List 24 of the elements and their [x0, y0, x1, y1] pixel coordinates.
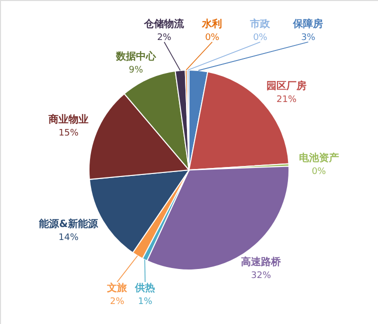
slice-label: 水利	[201, 18, 222, 30]
slice-label: 保障房	[292, 18, 324, 30]
slice-label: 数据中心	[114, 50, 157, 62]
slice-label: 园区厂房	[266, 80, 307, 92]
data-label: 2%	[110, 297, 125, 307]
slice-label: 商业物业	[48, 114, 89, 126]
data-label: 9%	[128, 65, 144, 76]
data-label: 2%	[157, 33, 172, 43]
slice-label: 能源&新能源	[39, 218, 99, 230]
data-label: 32%	[251, 271, 272, 282]
data-label: 1%	[138, 297, 153, 307]
data-label: 15%	[58, 128, 80, 139]
data-label: 3%	[301, 33, 316, 43]
data-label: 0%	[253, 33, 268, 43]
slice-label: 高速路桥	[241, 256, 282, 268]
slice-label: 文旅	[106, 282, 128, 294]
slice-label: 仓储物流	[143, 18, 186, 30]
data-label: 21%	[276, 94, 297, 105]
slice-label: 市政	[249, 18, 272, 30]
slice-label: 电池资产	[298, 152, 339, 164]
slice-label: 供热	[134, 282, 156, 294]
data-label: 14%	[58, 233, 79, 244]
data-label: 0%	[312, 167, 326, 178]
data-label: 0%	[205, 33, 220, 43]
